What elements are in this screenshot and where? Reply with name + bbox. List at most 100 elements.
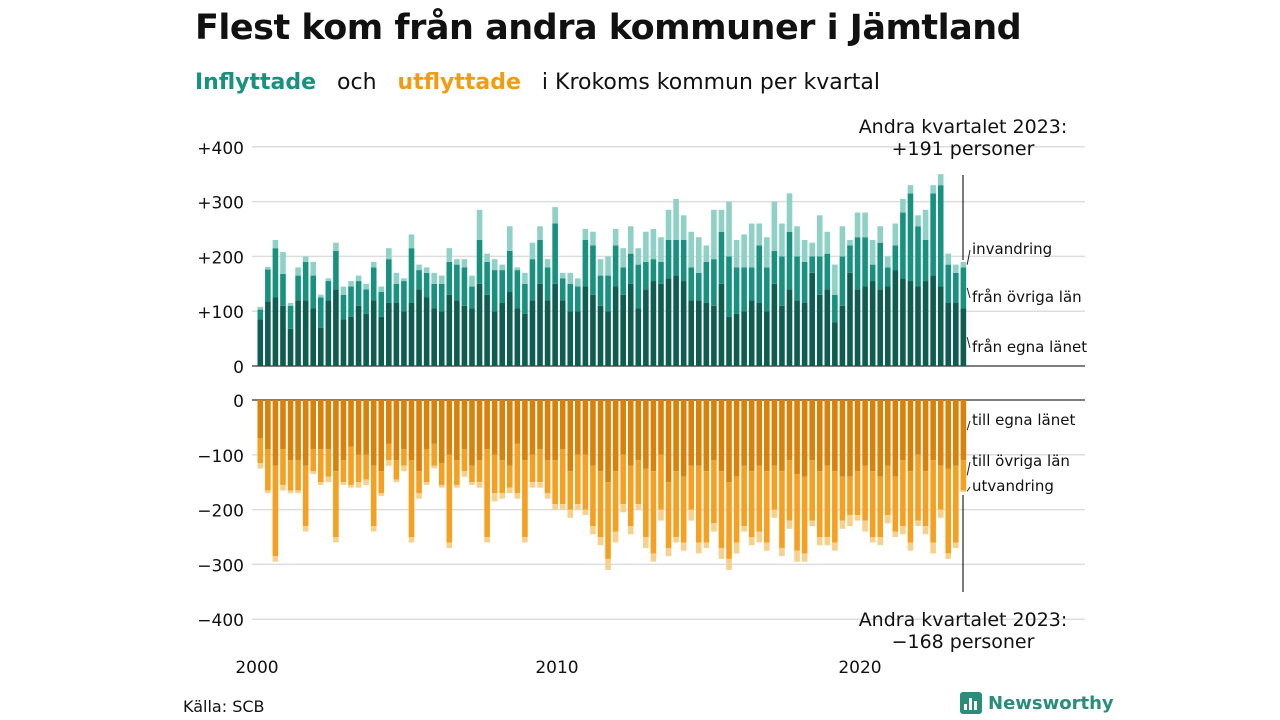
bar-fran-ovriga-lan [711,259,717,306]
bar-utvandring [839,520,846,529]
bar-utvandring [862,520,868,532]
bar-fran-ovriga-lan [310,275,317,309]
bar-till-egna-lanet [295,400,301,461]
bar-invandring [809,242,815,257]
bar-invandring [688,231,695,268]
bar-fran-ovriga-lan [597,275,604,306]
bar-fran-egna-lanet [537,283,543,366]
bar-fran-egna-lanet [469,308,475,366]
bar-utvandring [718,547,725,559]
annotation-in-line2: +191 personer [892,138,1035,160]
bar-utvandring [280,484,286,491]
bar-invandring [854,212,861,238]
bar-till-egna-lanet [506,400,513,466]
bar-fran-ovriga-lan [363,289,369,314]
bar-fran-ovriga-lan [499,270,506,303]
bar-fran-egna-lanet [401,311,407,366]
bar-fran-ovriga-lan [756,245,763,303]
bar-till-egna-lanet [658,400,664,455]
bar-fran-ovriga-lan [522,283,528,314]
bar-utvandring [469,482,475,485]
bar-till-ovriga-lan [582,454,589,510]
bar-till-ovriga-lan [892,476,899,532]
bar-utvandring [869,537,876,543]
bar-till-egna-lanet [476,400,483,461]
bar-utvandring [695,542,702,554]
bar-invandring [900,198,906,213]
bar-fran-ovriga-lan [915,226,921,287]
bar-till-ovriga-lan [877,476,884,537]
bar-utvandring [454,484,460,488]
bar-fran-egna-lanet [726,316,732,366]
label-till-ovriga-lan: till övriga län [972,452,1070,470]
bar-fran-egna-lanet [491,311,498,366]
bar-fran-egna-lanet [741,311,747,366]
bar-fran-ovriga-lan [839,256,846,306]
bar-invandring [665,209,672,240]
bar-till-ovriga-lan [393,460,400,480]
bar-utvandring [779,547,785,557]
bar-till-egna-lanet [423,400,430,450]
bar-utvandring [438,484,445,488]
bar-fran-ovriga-lan [680,239,687,282]
bar-till-egna-lanet [280,400,286,450]
bar-utvandring [575,504,581,510]
bar-invandring [559,272,566,279]
bar-till-egna-lanet [484,400,490,450]
bar-utvandring [741,526,747,532]
bar-invandring [265,266,271,270]
bar-till-ovriga-lan [499,460,506,494]
bar-fran-egna-lanet [862,286,868,366]
bar-fran-egna-lanet [423,297,430,366]
label-utvandring-leader [966,486,971,492]
bar-till-ovriga-lan [317,449,324,483]
bar-till-ovriga-lan [733,476,740,543]
bar-fran-ovriga-lan [272,248,279,298]
bar-utvandring [499,493,506,499]
bar-fran-egna-lanet [575,311,581,366]
bar-utvandring [764,542,770,551]
bar-invandring [892,223,899,246]
bar-fran-egna-lanet [930,275,936,366]
bar-fran-egna-lanet [272,297,279,366]
bar-fran-egna-lanet [559,300,566,366]
bar-till-egna-lanet [809,400,815,461]
bar-till-ovriga-lan [937,465,944,510]
bar-chart-icon [960,692,982,714]
bar-fran-egna-lanet [514,308,521,366]
bar-invandring [363,283,369,290]
bar-till-egna-lanet [265,400,271,450]
bar-till-ovriga-lan [635,460,642,505]
bar-utvandring [930,542,936,554]
bar-till-ovriga-lan [469,465,475,483]
bar-fran-egna-lanet [718,283,725,366]
bar-till-ovriga-lan [491,454,498,494]
bar-till-ovriga-lan [643,468,649,537]
y-tick-label: +300 [197,194,244,214]
bar-fran-egna-lanet [295,300,301,366]
bar-invandring [355,275,362,282]
bar-utvandring [544,493,551,499]
bar-fran-ovriga-lan [643,261,649,290]
bar-till-egna-lanet [960,400,967,461]
bar-invandring [884,256,891,268]
bar-fran-egna-lanet [393,302,400,366]
bar-utvandring [877,537,884,546]
bar-till-ovriga-lan [287,460,294,491]
bar-fran-ovriga-lan [476,239,483,284]
bar-fran-ovriga-lan [930,193,936,276]
bar-fran-egna-lanet [378,316,385,366]
bar-till-egna-lanet [794,400,800,474]
bar-fran-ovriga-lan [960,267,967,309]
bar-fran-egna-lanet [907,281,914,366]
bar-invandring [779,223,785,257]
bar-till-egna-lanet [884,400,891,466]
bar-utvandring [711,523,717,532]
bar-till-egna-lanet [718,400,725,472]
bar-utvandring [431,465,437,469]
bar-fran-ovriga-lan [847,245,853,273]
bar-invandring [431,272,437,284]
bar-fran-ovriga-lan [726,256,732,317]
bar-utvandring [832,542,838,551]
bar-till-ovriga-lan [454,460,460,485]
